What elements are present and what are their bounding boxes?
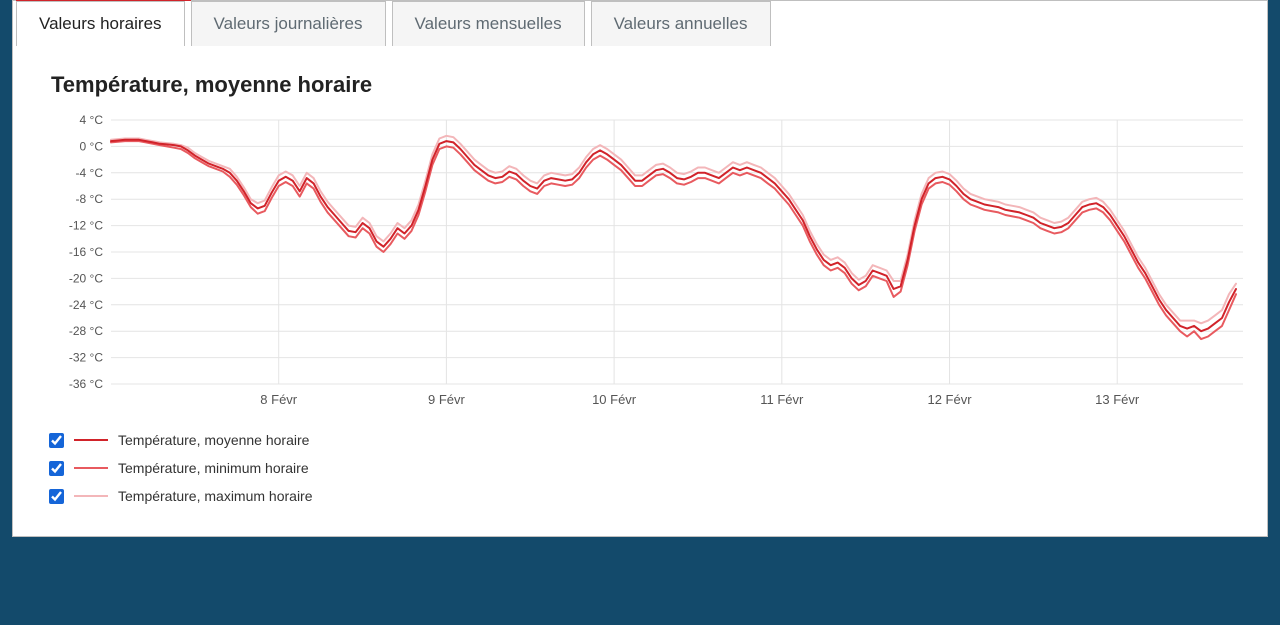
chart-card: Température, moyenne horaire 4 °C 0 °C -4 … [13,46,1267,536]
legend-swatch [74,439,108,441]
tab-monthly[interactable]: Valeurs mensuelles [392,1,585,46]
svg-text:8 Févr: 8 Févr [260,392,298,407]
svg-text:-16 °C: -16 °C [69,245,103,259]
svg-text:-32 °C: -32 °C [69,351,103,365]
svg-text:-20 °C: -20 °C [69,271,103,285]
tab-label: Valeurs mensuelles [415,14,562,33]
tab-yearly[interactable]: Valeurs annuelles [591,1,771,46]
svg-text:-12 °C: -12 °C [69,219,103,233]
svg-text:-4 °C: -4 °C [76,166,104,180]
chart-title: Température, moyenne horaire [51,72,1249,98]
svg-text:-24 °C: -24 °C [69,298,103,312]
legend-swatch [74,467,108,470]
svg-text:4 °C: 4 °C [80,113,104,127]
tab-hourly[interactable]: Valeurs horaires [16,1,185,46]
svg-text:-8 °C: -8 °C [76,192,104,206]
legend-item-maximum: Température, maximum horaire [49,488,1249,504]
chart-panel: Valeurs horaires Valeurs journalières Va… [12,0,1268,537]
svg-text:0 °C: 0 °C [80,139,104,153]
legend-checkbox-moyenne[interactable] [49,433,64,448]
svg-text:-28 °C: -28 °C [69,324,103,338]
legend-label: Température, moyenne horaire [118,432,309,448]
line-chart-svg: 4 °C 0 °C -4 °C -8 °C -12 °C -16 °C -20 °C -24 … [39,112,1249,412]
legend-checkbox-minimum[interactable] [49,461,64,476]
tab-label: Valeurs horaires [39,14,162,33]
legend-item-moyenne: Température, moyenne horaire [49,432,1249,448]
tab-label: Valeurs journalières [214,14,363,33]
legend-checkbox-maximum[interactable] [49,489,64,504]
legend-item-minimum: Température, minimum horaire [49,460,1249,476]
svg-text:-36 °C: -36 °C [69,377,103,391]
legend-label: Température, minimum horaire [118,460,309,476]
chart-plot-area: 4 °C 0 °C -4 °C -8 °C -12 °C -16 °C -20 °C -24 … [39,112,1249,412]
svg-text:10 Févr: 10 Févr [592,392,637,407]
legend-swatch [74,495,108,498]
svg-text:11 Févr: 11 Févr [760,392,804,407]
svg-text:12 Févr: 12 Févr [927,392,972,407]
tab-daily[interactable]: Valeurs journalières [191,1,386,46]
chart-legend: Température, moyenne horaire Température… [49,432,1249,504]
svg-text:9 Févr: 9 Févr [428,392,466,407]
svg-text:13 Févr: 13 Févr [1095,392,1140,407]
tab-bar: Valeurs horaires Valeurs journalières Va… [16,1,1267,46]
tab-label: Valeurs annuelles [614,14,748,33]
legend-label: Température, maximum horaire [118,488,313,504]
